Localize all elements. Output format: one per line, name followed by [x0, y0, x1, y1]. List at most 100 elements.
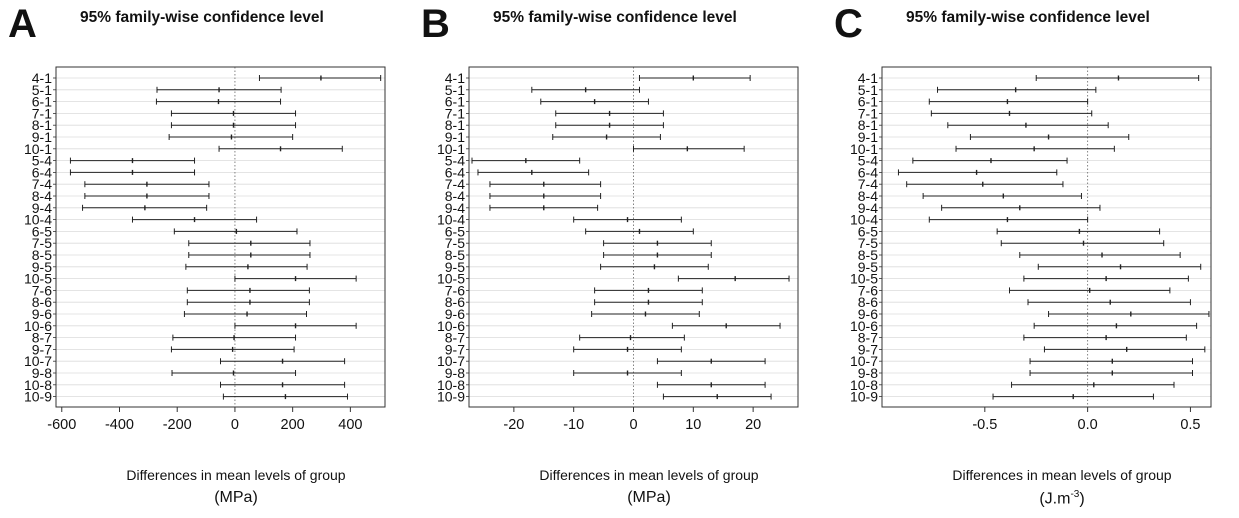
y-tick-label: 8-5 [32, 247, 52, 263]
chart-title: 95% family-wise confidence level [493, 9, 737, 26]
x-tick-label: -0.5 [972, 417, 997, 433]
y-tick-label: 7-5 [445, 235, 465, 251]
panel-letter: C [834, 2, 863, 46]
y-tick-label: 6-4 [445, 164, 465, 180]
y-tick-label: 9-7 [32, 341, 52, 357]
y-tick-label: 9-4 [858, 200, 878, 216]
y-tick-label: 6-4 [858, 164, 878, 180]
panel-letter: B [421, 2, 450, 46]
y-tick-label: 7-5 [858, 235, 878, 251]
y-tick-label: 8-4 [445, 188, 465, 204]
panel-a: A 95% family-wise confidence level 4-1 5-… [0, 0, 413, 518]
x-tick-label: -600 [47, 417, 76, 433]
panel-c: C 95% family-wise confidence level 4-1 5-… [826, 0, 1239, 518]
y-tick-label: 9-6 [32, 306, 52, 322]
x-tick-label: -400 [105, 417, 134, 433]
y-tick-label: 8-7 [858, 330, 878, 346]
y-tick-label: 9-4 [32, 200, 52, 216]
y-tick-label: 10-7 [850, 353, 878, 369]
x-axis-unit-text: (MPa) [627, 489, 671, 506]
y-tick-label: 6-1 [858, 94, 878, 110]
y-tick-label: 10-9 [437, 389, 465, 405]
y-tick-label: 10-9 [850, 389, 878, 405]
y-tick-label: 9-1 [858, 129, 878, 145]
x-tick-label: 200 [281, 417, 305, 433]
y-tick-label: 9-5 [858, 259, 878, 275]
y-tick-label: 8-5 [445, 247, 465, 263]
y-tick-label: 7-1 [32, 105, 52, 121]
y-tick-label: 5-1 [445, 82, 465, 98]
x-axis-label: Differences in mean levels of group [539, 467, 759, 483]
y-tick-label: 5-4 [445, 153, 465, 169]
y-tick-label: 7-6 [445, 282, 465, 298]
y-tick-label: 10-7 [437, 353, 465, 369]
y-tick-label: 10-1 [850, 141, 878, 157]
chart-plot: 4-15-16-17-18-19-110-15-46-47-48-49-410-… [24, 66, 386, 433]
y-tick-label: 6-4 [32, 164, 52, 180]
y-tick-label: 10-4 [437, 212, 465, 228]
y-tick-label: 7-4 [858, 176, 878, 192]
y-tick-label: 4-1 [858, 70, 878, 86]
x-axis-unit-text: (J.m [1039, 490, 1071, 508]
x-axis-unit: (MPa) [469, 489, 829, 507]
y-tick-label: 9-8 [445, 365, 465, 381]
y-tick-label: 10-5 [437, 271, 465, 287]
y-tick-label: 5-1 [858, 82, 878, 98]
y-tick-label: 5-1 [32, 82, 52, 98]
y-tick-label: 9-5 [445, 259, 465, 275]
y-tick-label: 10-4 [850, 212, 878, 228]
x-tick-label: -10 [563, 417, 584, 433]
y-tick-label: 10-4 [24, 212, 52, 228]
x-axis-unit: (J.m-3) [882, 489, 1239, 508]
y-tick-label: 8-1 [858, 117, 878, 133]
x-tick-label: -20 [503, 417, 524, 433]
y-tick-label: 7-1 [445, 105, 465, 121]
y-tick-label: 8-1 [32, 117, 52, 133]
y-tick-label: 9-6 [858, 306, 878, 322]
y-tick-label: 8-7 [32, 330, 52, 346]
plot-frame [881, 66, 1212, 408]
y-tick-label: 10-6 [850, 318, 878, 334]
chart-title: 95% family-wise confidence level [906, 9, 1150, 26]
y-tick-label: 7-6 [32, 282, 52, 298]
y-tick-label: 8-4 [32, 188, 52, 204]
y-tick-label: 9-5 [32, 259, 52, 275]
plot-frame [55, 66, 386, 408]
y-tick-label: 7-1 [858, 105, 878, 121]
y-tick-label: 9-4 [445, 200, 465, 216]
y-tick-label: 5-4 [32, 153, 52, 169]
x-tick-label: 0.0 [1078, 417, 1098, 433]
y-tick-label: 4-1 [32, 70, 52, 86]
y-tick-label: 8-1 [445, 117, 465, 133]
y-tick-label: 8-6 [32, 294, 52, 310]
y-tick-label: 10-9 [24, 389, 52, 405]
y-tick-label: 9-8 [32, 365, 52, 381]
chart-plot: 4-15-16-17-18-19-110-15-46-47-48-49-410-… [850, 66, 1212, 433]
x-tick-label: 10 [685, 417, 701, 433]
y-tick-label: 5-4 [858, 153, 878, 169]
x-tick-label: 0.5 [1180, 417, 1200, 433]
y-tick-label: 10-5 [850, 271, 878, 287]
chart-plot: 4-15-16-17-18-19-110-15-46-47-48-49-410-… [437, 66, 799, 433]
y-tick-label: 9-6 [445, 306, 465, 322]
y-tick-label: 7-6 [858, 282, 878, 298]
y-tick-label: 6-5 [445, 223, 465, 239]
y-tick-label: 4-1 [445, 70, 465, 86]
x-axis-unit-text: (MPa) [214, 489, 258, 506]
panel-b: B 95% family-wise confidence level 4-1 5-… [413, 0, 826, 518]
panel-letter: A [8, 2, 37, 46]
y-tick-label: 7-5 [32, 235, 52, 251]
y-tick-label: 9-1 [445, 129, 465, 145]
x-tick-label: 20 [745, 417, 761, 433]
y-tick-label: 10-1 [437, 141, 465, 157]
chart-title: 95% family-wise confidence level [80, 9, 324, 26]
y-tick-label: 10-8 [24, 377, 52, 393]
y-tick-label: 6-1 [32, 94, 52, 110]
y-tick-label: 9-7 [445, 341, 465, 357]
y-tick-label: 6-5 [858, 223, 878, 239]
y-tick-label: 8-4 [858, 188, 878, 204]
x-tick-label: 0 [629, 417, 637, 433]
y-tick-label: 9-1 [32, 129, 52, 145]
y-tick-label: 10-1 [24, 141, 52, 157]
x-tick-label: 0 [231, 417, 239, 433]
